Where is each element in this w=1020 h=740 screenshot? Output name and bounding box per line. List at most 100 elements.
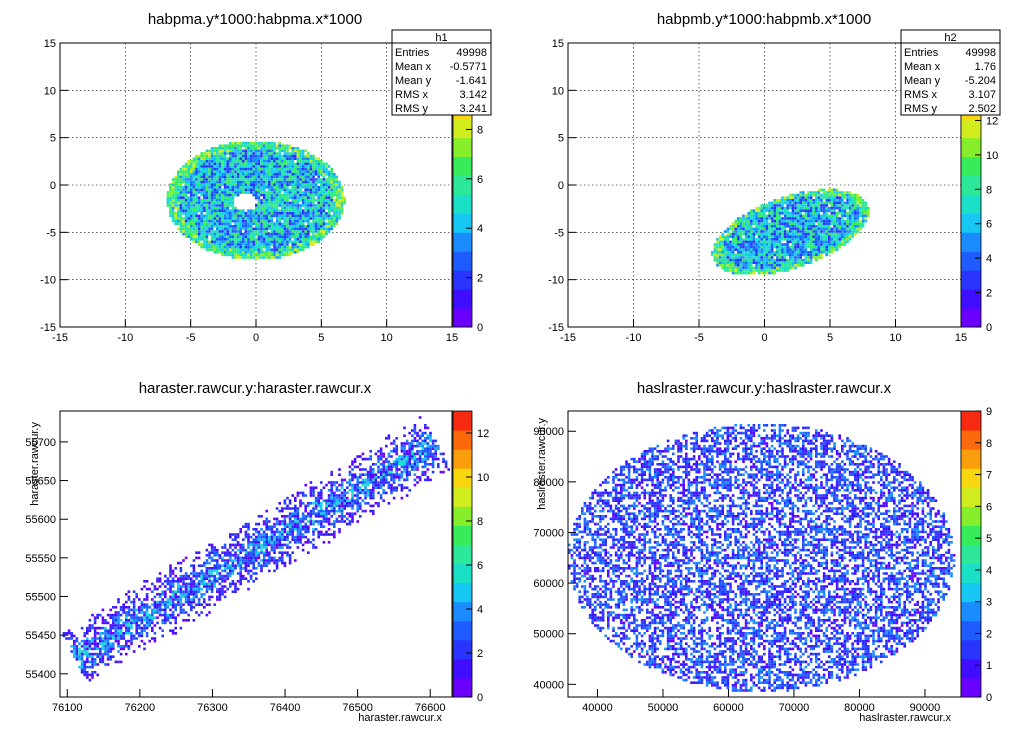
density-cell [763,238,766,241]
density-cell [825,243,828,246]
density-cell [747,266,750,270]
density-cell [294,178,297,181]
density-cell [781,269,784,272]
density-cell [226,240,229,244]
density-cell [205,191,209,194]
density-cell [317,204,320,207]
density-cell [403,463,406,466]
density-cell [229,196,232,199]
density-cell [739,245,743,249]
density-cell [244,149,248,153]
density-cell [340,206,344,210]
density-cell [288,160,292,163]
density-cell [737,266,740,270]
density-cell [218,217,222,220]
density-cell [859,214,862,218]
density-cell [312,199,315,202]
density-cell [229,149,232,153]
density-cell [283,165,287,168]
density-cell [348,504,352,508]
density-cell [833,209,836,212]
density-cell [278,538,281,541]
density-cell [770,219,774,223]
density-cell [195,165,198,168]
density-cell [804,204,808,207]
density-cell [236,227,240,231]
density-cell [179,186,183,189]
density-cell [757,214,761,218]
density-cell [812,219,815,223]
density-cell [288,178,292,181]
density-cell [760,271,763,275]
density-cell [187,173,190,176]
density-cell [260,217,263,220]
density-cell [799,204,802,207]
density-cell [361,491,365,495]
density-cell [226,149,229,153]
density-cell [221,238,224,241]
density-cell [257,201,261,205]
density-cell [182,193,185,197]
density-cell [309,512,313,515]
density-cell [286,230,289,233]
density-cell [216,193,219,197]
density-cell [351,496,354,500]
density-cell [236,173,240,176]
density-cell [252,154,255,158]
density-cell [833,214,836,218]
density-cell [385,481,388,484]
density-cell [864,209,867,212]
density-cell [216,235,219,238]
density-cell [288,251,292,254]
density-cell [218,248,222,251]
density-cell [382,476,385,479]
density-cell [296,238,300,241]
density-cell [330,481,333,484]
density-cell [439,470,443,474]
density-cell [340,199,344,202]
density-cell [856,227,860,231]
density-cell [307,551,310,554]
density-cell [234,141,237,145]
density-cell [296,180,300,184]
density-cell [833,230,836,233]
density-cell [179,188,183,192]
density-cell [426,463,430,466]
density-cell [325,212,328,215]
density-cell [218,180,222,184]
density-cell [424,450,427,453]
density-cell [781,235,784,238]
density-cell [731,227,735,231]
density-cell [385,491,388,495]
density-cell [327,165,331,168]
density-cell [739,261,743,264]
density-cell [197,206,201,210]
density-cell [291,538,294,541]
density-cell [392,478,396,482]
density-cell [820,227,823,231]
density-cell [304,230,307,233]
density-cell [755,240,758,244]
density-cell [854,201,857,205]
density-cell [223,157,227,160]
density-cell [340,483,344,487]
density-cell [255,204,258,207]
density-cell [859,219,862,223]
density-cell [234,533,237,536]
density-cell [841,235,844,238]
density-cell [210,546,214,549]
density-cell [244,214,248,218]
density-cell [239,543,242,547]
density-cell [770,209,774,212]
density-cell [322,175,326,179]
density-cell [356,494,359,497]
density-cell [304,160,307,163]
density-cell [307,219,310,223]
density-cell [226,217,229,220]
color-scale-band [453,137,472,158]
density-cell [265,201,268,205]
density-cell [755,269,758,272]
density-cell [796,206,800,210]
density-cell [320,219,323,223]
density-cell [830,193,834,197]
